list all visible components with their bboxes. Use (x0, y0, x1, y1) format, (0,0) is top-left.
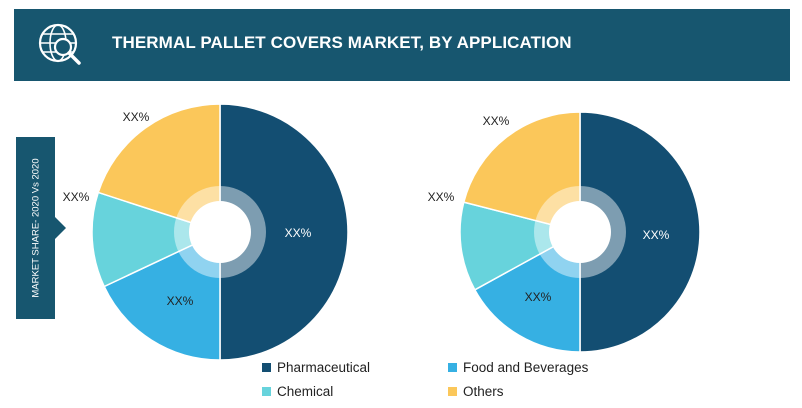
pie-slice-others (97, 103, 221, 234)
legend-label: Food and Beverages (463, 360, 589, 375)
donut-chart-right: XX% XX% XX% XX% (428, 111, 701, 353)
legend-label: Pharmaceutical (277, 360, 371, 375)
pie-slice-chemical (91, 191, 223, 288)
data-label-pharmaceutical: XX% (643, 228, 670, 242)
data-label-pharmaceutical: XX% (285, 226, 312, 240)
sidebar-market-share: MARKET SHARE- 2020 Vs 2020 (16, 137, 66, 319)
data-label-chemical: XX% (428, 190, 455, 204)
pie-slice-pharmaceutical (219, 103, 349, 361)
donut-hole (549, 201, 611, 263)
legend-item-pharmaceutical: Pharmaceutical (262, 360, 370, 375)
legend-swatch (448, 387, 457, 396)
pie-slice-food-and-beverages (473, 230, 581, 353)
data-label-others: XX% (483, 114, 510, 128)
globe-magnifier-icon (38, 23, 81, 65)
sidebar-notch (55, 217, 66, 239)
data-label-food-and-beverages: XX% (525, 290, 552, 304)
pie-slice-food-and-beverages (103, 230, 221, 361)
header-banner: THERMAL PALLET COVERS MARKET, BY APPLICA… (14, 9, 790, 81)
data-label-food-and-beverages: XX% (167, 294, 194, 308)
legend-item-others: Others (448, 384, 504, 399)
data-label-others: XX% (123, 110, 150, 124)
legend: Pharmaceutical Food and Beverages Chemic… (262, 360, 622, 404)
page-title: THERMAL PALLET COVERS MARKET, BY APPLICA… (112, 33, 572, 52)
pie-slice-pharmaceutical (579, 111, 701, 353)
legend-item-food-and-beverages: Food and Beverages (448, 360, 588, 375)
legend-item-chemical: Chemical (262, 384, 333, 399)
pie-slice-chemical (459, 201, 583, 291)
legend-label: Others (463, 384, 504, 399)
legend-swatch (448, 363, 457, 372)
pie-slice-others (462, 111, 581, 233)
donut-hole (189, 201, 251, 263)
donut-chart-left: XX% XX% XX% XX% (63, 103, 349, 361)
legend-label: Chemical (277, 384, 334, 399)
legend-swatch (262, 387, 271, 396)
data-label-chemical: XX% (63, 190, 90, 204)
legend-swatch (262, 363, 271, 372)
